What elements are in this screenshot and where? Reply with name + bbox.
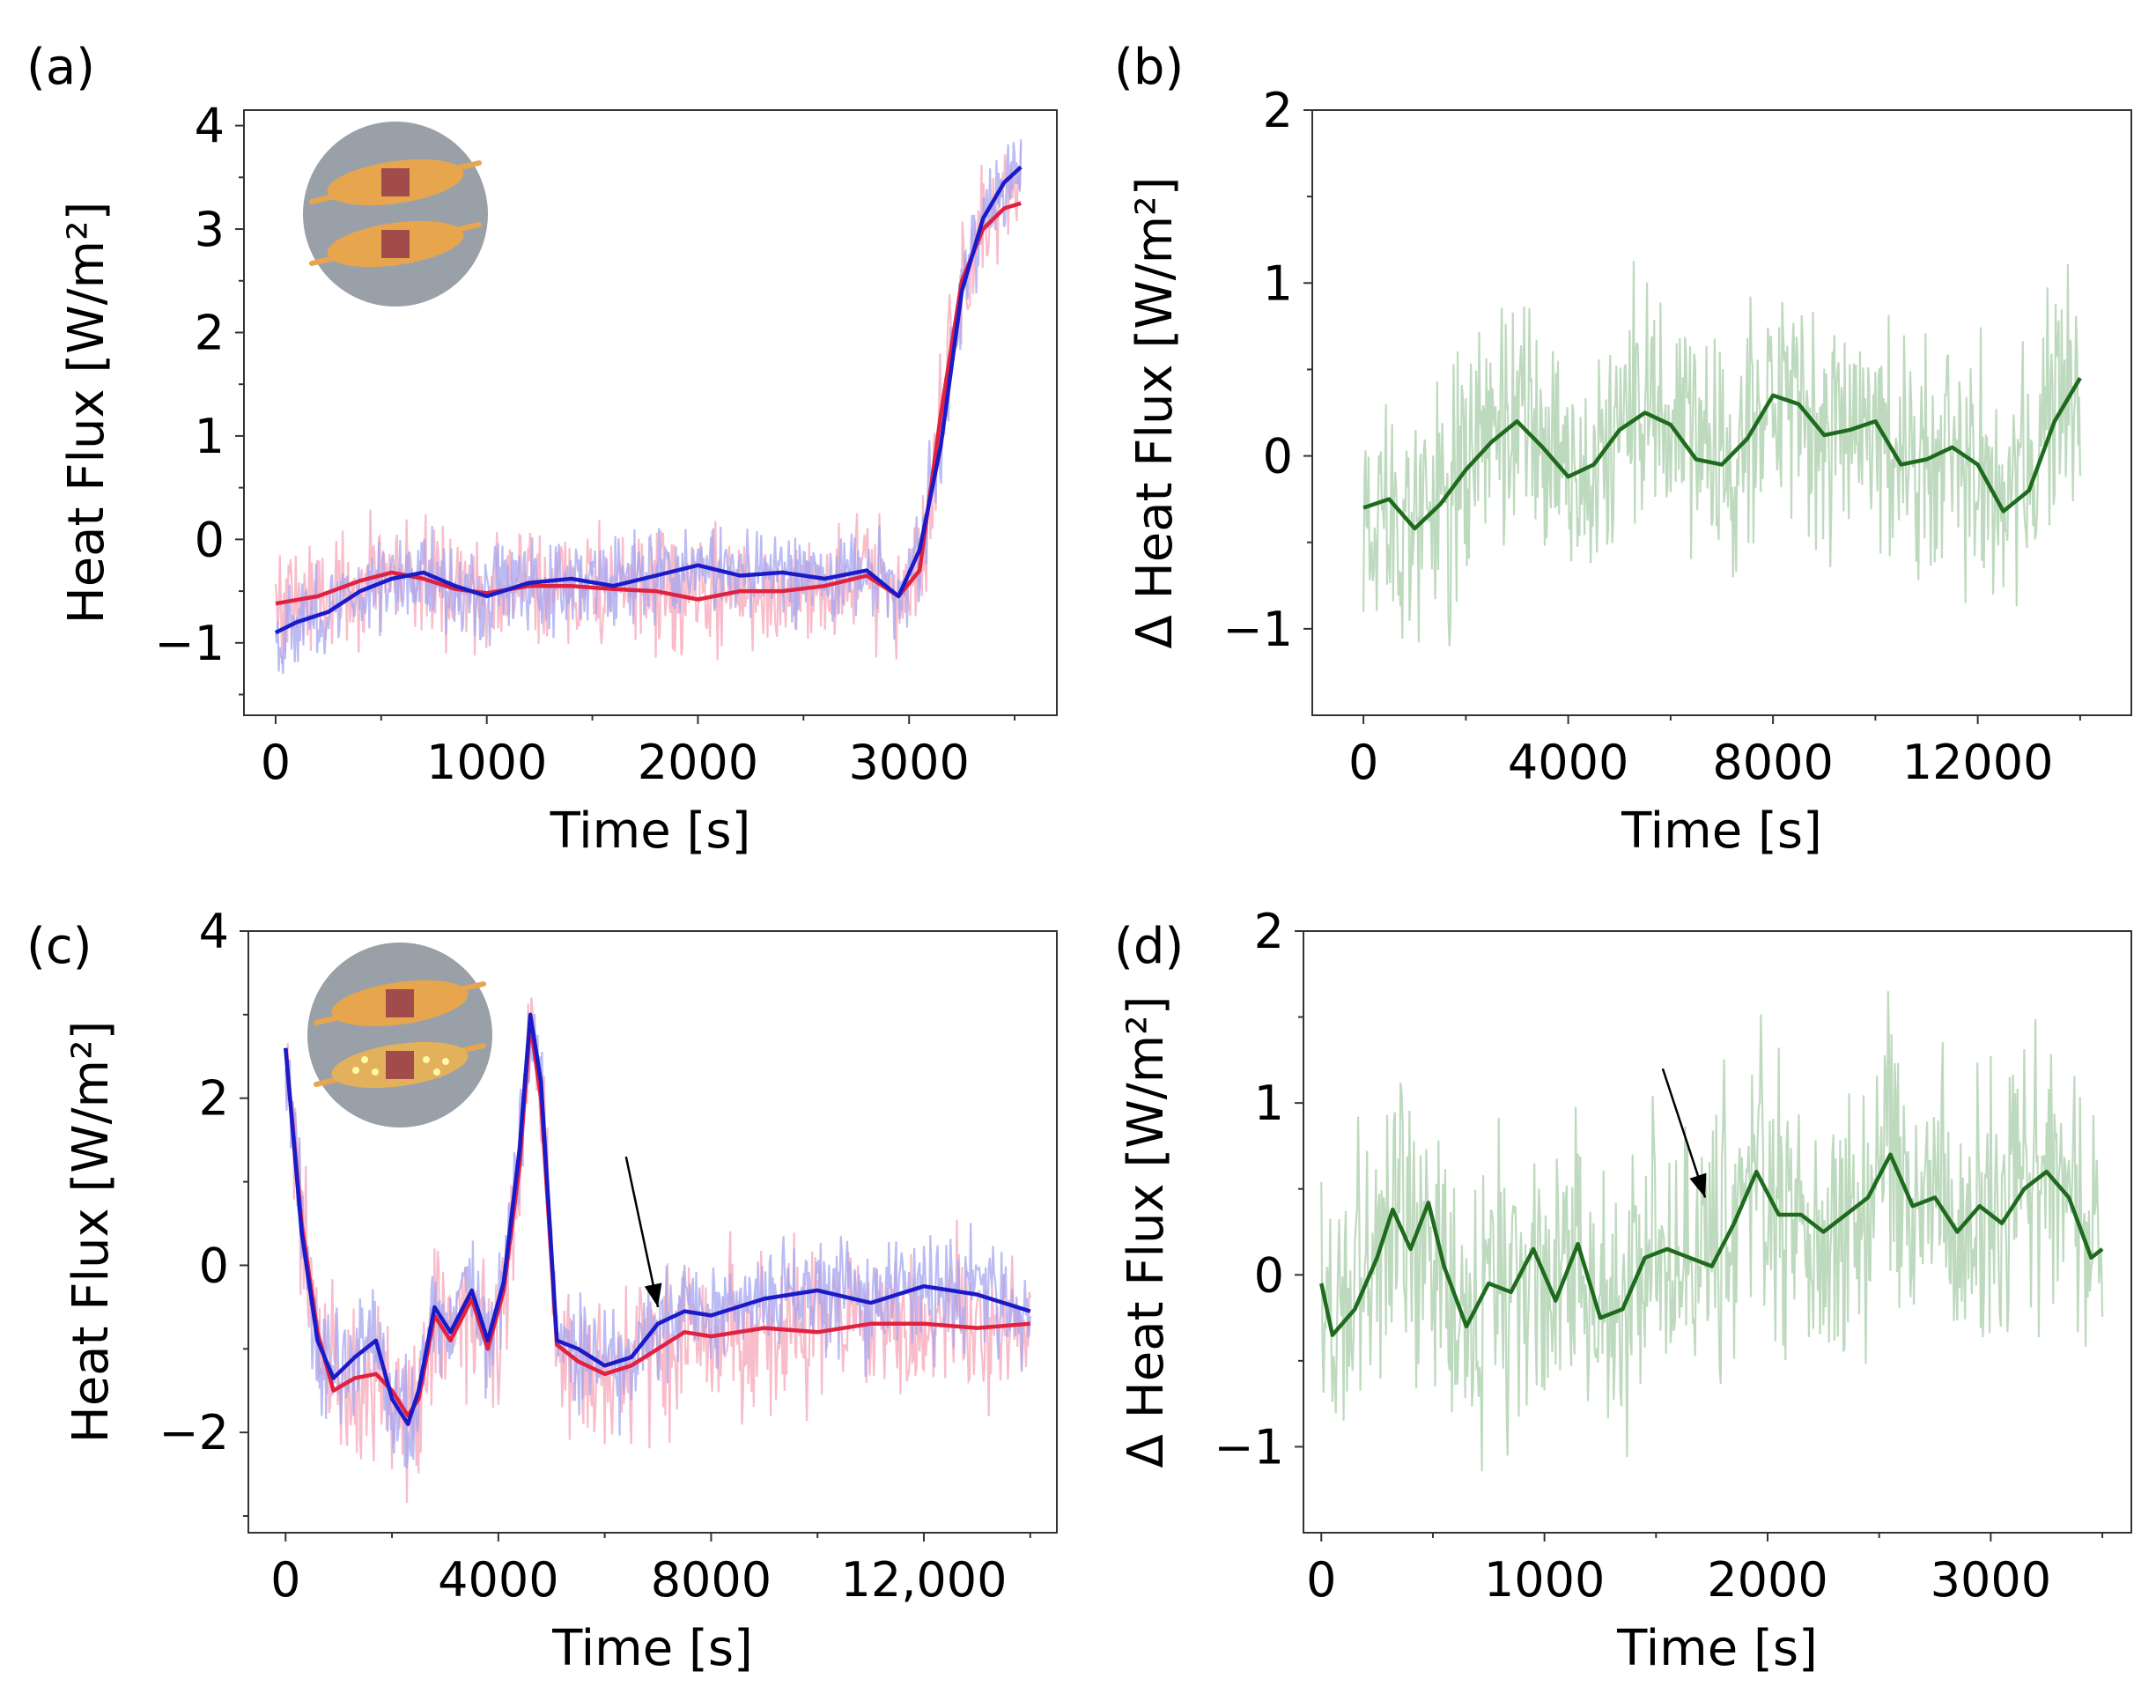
sensor-inset-icon [307, 943, 492, 1128]
y-axis-label: Δ Heat Flux [W/m²] [1126, 177, 1184, 649]
plot-frame [247, 930, 1058, 1534]
inset-disc [307, 943, 492, 1128]
y-tick-label: 0 [1254, 1247, 1284, 1303]
plot-frame [1311, 109, 2132, 716]
panel-d: (d) 0 1000 2000 3000 −1 0 1 2 Time [s] Δ Heat Flux… [1114, 904, 2132, 1677]
y-tick-label: 2 [1254, 904, 1284, 959]
panel-a: (a) 0 1000 2000 3000 −1 0 1 2 3 4 Time [s] Heat Flux… [26, 39, 1058, 860]
y-tick-label: −1 [1222, 602, 1293, 657]
sensor-perforation [433, 1068, 440, 1076]
x-tick-label: 4000 [1508, 735, 1628, 790]
annotation-arrow [624, 1156, 660, 1308]
series-line [275, 201, 1022, 606]
y-tick-label: 2 [199, 1071, 229, 1127]
series-raw-trace [1320, 991, 2104, 1472]
y-tick-label: 1 [195, 409, 225, 464]
panel-label: (c) [26, 918, 92, 975]
x-axis-label: Time [s] [1616, 1620, 1818, 1677]
x-tick-label: 1000 [1484, 1552, 1605, 1608]
x-axis-label: Time [s] [550, 802, 751, 860]
series-group [1362, 261, 2082, 647]
series-line [1319, 1152, 2104, 1337]
y-tick-label: 4 [199, 904, 229, 959]
y-tick-label: 2 [1263, 83, 1293, 138]
sensor-perforation [442, 1058, 449, 1065]
y-axis-label: Heat Flux [W/m²] [63, 1021, 120, 1444]
sensor-element [381, 168, 410, 196]
series-line [1362, 377, 2082, 531]
y-tick-label: −1 [154, 616, 225, 671]
sensor-perforation [352, 1067, 359, 1074]
sensor-perforation [361, 1056, 368, 1063]
y-tick-label: 1 [1254, 1076, 1284, 1131]
x-tick-label: 0 [1306, 1552, 1336, 1608]
y-tick-label: 4 [195, 99, 225, 154]
x-tick-label: 12,000 [841, 1552, 1008, 1608]
y-axis-label: Δ Heat Flux [W/m²] [1118, 996, 1175, 1468]
x-tick-label: 2000 [638, 735, 758, 790]
panel-c: (c) 0 4000 8000 12,000 −2 0 2 4 Time [s] Heat Flux… [26, 904, 1058, 1677]
y-tick-label: 0 [1263, 429, 1293, 484]
inset-disc [303, 122, 488, 307]
x-tick-label: 0 [1348, 735, 1378, 790]
y-axis-label: Heat Flux [W/m²] [58, 202, 115, 625]
series-group [274, 139, 1023, 674]
series-line [284, 1012, 1031, 1426]
panel-label: (a) [26, 39, 95, 96]
plot-frame [243, 109, 1058, 716]
y-tick-label: 1 [1263, 255, 1293, 311]
annotation-arrowhead [1689, 1172, 1707, 1198]
y-tick-label: −2 [159, 1405, 229, 1460]
series-group [284, 997, 1031, 1504]
sensor-element [386, 989, 414, 1017]
sensor-inset-icon [303, 122, 488, 307]
x-tick-label: 8000 [1712, 735, 1833, 790]
annotation-arrowhead [644, 1283, 662, 1307]
x-tick-label: 12000 [1902, 735, 2054, 790]
sensor-perforation [423, 1056, 430, 1063]
series-raw-trace [284, 997, 1031, 1504]
x-tick-label: 2000 [1707, 1552, 1827, 1608]
y-tick-label: 2 [195, 305, 225, 360]
x-tick-label: 1000 [426, 735, 547, 790]
y-tick-label: 0 [199, 1238, 229, 1293]
y-tick-label: −1 [1214, 1419, 1284, 1475]
plot-frame [1303, 930, 2132, 1534]
series-raw-trace [1362, 261, 2081, 647]
panel-label: (d) [1114, 918, 1184, 975]
panel-label: (b) [1114, 39, 1184, 96]
sensor-element [381, 230, 410, 258]
panel-b: (b) 0 4000 8000 12000 −1 0 1 2 Time [s] Δ Heat Flu… [1114, 39, 2132, 860]
x-tick-label: 8000 [651, 1552, 772, 1608]
y-tick-label: 0 [195, 512, 225, 567]
x-tick-label: 3000 [1931, 1552, 2051, 1608]
sensor-element [386, 1051, 414, 1079]
sensor-perforation [372, 1068, 379, 1076]
series-group [1319, 991, 2104, 1472]
x-tick-label: 0 [261, 735, 291, 790]
x-axis-label: Time [s] [1621, 802, 1822, 860]
series-line [275, 165, 1023, 635]
x-tick-label: 4000 [438, 1552, 558, 1608]
x-tick-label: 0 [270, 1552, 300, 1608]
x-axis-label: Time [s] [551, 1620, 753, 1677]
y-tick-label: 3 [195, 202, 225, 257]
x-tick-label: 3000 [848, 735, 969, 790]
